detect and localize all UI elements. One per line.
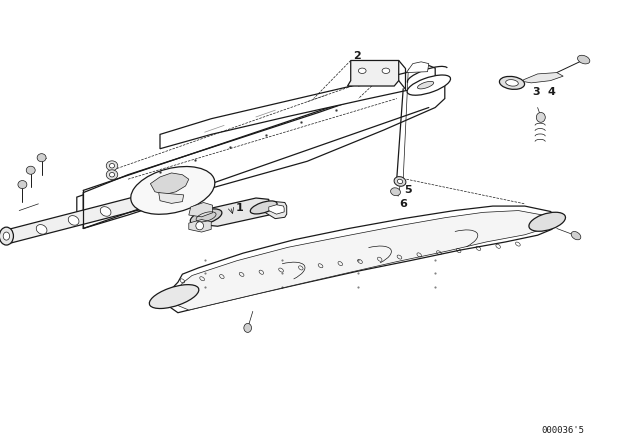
Text: 2: 2 [353,51,361,61]
Ellipse shape [250,201,277,214]
Polygon shape [160,65,435,149]
Ellipse shape [394,177,406,186]
Polygon shape [178,211,549,310]
Ellipse shape [417,82,434,89]
Ellipse shape [109,164,115,168]
Ellipse shape [3,232,10,240]
Ellipse shape [407,75,451,95]
Ellipse shape [36,224,47,234]
Text: 5: 5 [404,185,412,195]
Ellipse shape [37,154,46,162]
Polygon shape [170,206,560,313]
Ellipse shape [106,161,118,171]
Polygon shape [348,60,399,86]
Ellipse shape [506,80,518,86]
Ellipse shape [390,188,401,196]
Polygon shape [266,202,287,219]
Polygon shape [159,193,184,203]
Ellipse shape [529,212,566,231]
Text: 3: 3 [532,87,540,97]
Ellipse shape [499,77,525,89]
Ellipse shape [149,284,199,309]
Ellipse shape [244,323,252,332]
Ellipse shape [106,170,118,180]
Polygon shape [150,173,189,194]
Ellipse shape [131,167,215,214]
Ellipse shape [397,179,403,184]
Polygon shape [77,76,435,215]
Polygon shape [3,194,150,244]
Ellipse shape [109,172,115,177]
Ellipse shape [577,55,590,64]
Text: 6: 6 [399,199,407,209]
Polygon shape [83,72,445,228]
Ellipse shape [68,215,79,225]
Polygon shape [189,202,212,217]
Polygon shape [524,73,563,83]
Polygon shape [406,62,429,73]
Polygon shape [205,198,269,226]
Ellipse shape [536,112,545,122]
Ellipse shape [100,207,111,216]
Ellipse shape [18,181,27,189]
Ellipse shape [190,209,222,225]
Ellipse shape [358,68,366,73]
Ellipse shape [0,227,13,245]
Text: 000036'5: 000036'5 [541,426,585,435]
Text: 1: 1 [236,203,244,213]
Text: 4: 4 [548,87,556,97]
Ellipse shape [26,166,35,174]
Ellipse shape [382,68,390,73]
Polygon shape [269,205,284,214]
Polygon shape [189,220,211,232]
Ellipse shape [571,232,581,240]
Ellipse shape [196,222,204,230]
